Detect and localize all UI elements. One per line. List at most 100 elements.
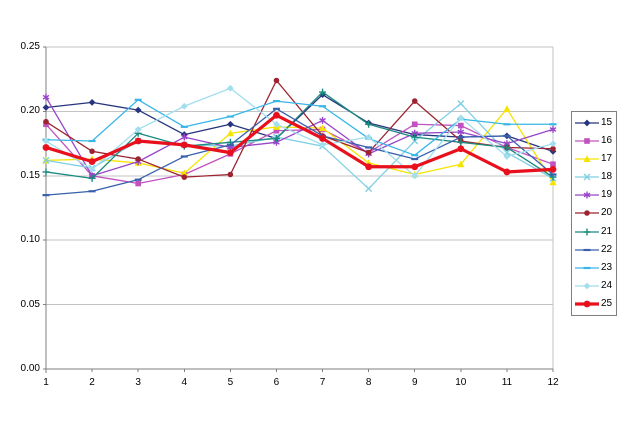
legend-key-icon <box>575 119 599 127</box>
legend-item-22[interactable]: 22 <box>574 241 615 258</box>
marker-diamond <box>503 153 511 160</box>
legend-item-label: 23 <box>601 261 613 273</box>
marker-circle <box>135 156 141 162</box>
legend-item-25[interactable]: 25 <box>574 295 615 312</box>
legend-item-label: 18 <box>601 171 613 183</box>
marker-circle <box>42 144 50 151</box>
legend-item-24[interactable]: 24 <box>574 277 615 294</box>
marker-square <box>411 121 418 128</box>
marker-asterisk <box>180 133 188 141</box>
marker-plus <box>272 134 280 142</box>
legend-item-label: 21 <box>601 225 613 237</box>
legend-key-icon <box>575 138 599 144</box>
marker-diamond <box>226 120 234 128</box>
marker-plus <box>503 143 511 151</box>
marker-circle <box>411 163 419 171</box>
series-20[interactable] <box>43 77 556 180</box>
series-line[interactable] <box>45 99 554 156</box>
marker-square <box>273 127 280 134</box>
marker-circle <box>457 145 465 153</box>
y-tick-label-text: 0.25 <box>20 41 40 52</box>
marker-diamond <box>180 102 188 110</box>
series-line[interactable] <box>44 113 555 174</box>
legend-item-label: 25 <box>601 297 613 309</box>
marker-circle <box>134 137 142 145</box>
x-tick-label: 10 <box>455 377 467 388</box>
marker-diamond <box>549 140 557 147</box>
marker-diamond <box>365 133 373 141</box>
marker-circle <box>180 141 188 149</box>
marker-diamond <box>226 84 234 92</box>
legend-item-20[interactable]: 20 <box>574 205 615 222</box>
x-tick-label: 11 <box>501 377 513 388</box>
marker-diamond <box>134 106 142 114</box>
marker-square <box>135 180 141 187</box>
legend-key-icon <box>575 248 599 251</box>
marker-diamond <box>411 172 419 180</box>
y-tick-label-text: 0.05 <box>20 298 40 310</box>
series-18[interactable] <box>42 100 557 193</box>
legend-key-icon <box>575 300 599 308</box>
series-22[interactable] <box>42 107 557 197</box>
series-line[interactable] <box>45 123 554 185</box>
marker-circle <box>227 171 234 178</box>
x-tick-label: 2 <box>89 377 95 388</box>
legend: 15 16 17 18 19 20 21 22 23 24 25 <box>571 111 617 316</box>
marker-triangle <box>318 124 327 132</box>
legend-item-15[interactable]: 15 <box>574 115 615 132</box>
legend-item-18[interactable]: 18 <box>574 169 615 186</box>
series-line[interactable] <box>45 87 554 177</box>
marker-asterisk <box>319 116 326 124</box>
marker-plus <box>42 168 50 176</box>
marker-diamond <box>457 114 465 122</box>
series-line[interactable] <box>45 108 554 196</box>
y-tick-label-text: 0.00 <box>20 363 40 374</box>
legend-item-label: 16 <box>601 135 613 147</box>
marker-x <box>365 185 373 193</box>
series-line[interactable] <box>45 96 554 177</box>
series-line[interactable] <box>45 91 554 180</box>
y-tick-label: 0.00 <box>0 364 40 374</box>
marker-asterisk <box>583 191 591 199</box>
y-tick-label: 0.05 <box>0 298 40 310</box>
y-tick-label-text: 0.15 <box>20 169 40 181</box>
legend-key-icon <box>575 282 599 290</box>
legend-item-label: 15 <box>601 117 613 129</box>
series-25[interactable] <box>42 111 557 176</box>
legend-item-label: 17 <box>601 153 613 165</box>
marker-diamond <box>583 119 591 127</box>
marker-x <box>42 156 50 164</box>
marker-triangle <box>457 160 465 168</box>
legend-item-16[interactable]: 16 <box>574 133 615 150</box>
marker-asterisk <box>42 93 50 101</box>
legend-item-17[interactable]: 17 <box>574 151 615 168</box>
marker-circle <box>319 135 326 142</box>
legend-key-icon <box>575 266 599 269</box>
marker-asterisk <box>549 125 557 133</box>
series-24[interactable] <box>42 84 557 180</box>
marker-diamond <box>88 98 96 106</box>
series-21[interactable] <box>42 88 557 182</box>
marker-diamond <box>42 137 50 145</box>
legend-key-icon <box>575 155 599 163</box>
legend-key-icon <box>575 228 599 235</box>
legend-item-23[interactable]: 23 <box>574 259 615 276</box>
marker-triangle <box>180 169 188 177</box>
legend-item-21[interactable]: 21 <box>574 223 615 240</box>
y-tick-label: 0.25 <box>0 42 40 52</box>
marker-plus <box>319 88 327 96</box>
y-tick-label: 0.20 <box>0 106 40 116</box>
marker-x <box>457 100 465 108</box>
series-line[interactable] <box>45 108 554 183</box>
series-line[interactable] <box>45 79 554 178</box>
marker-triangle <box>583 155 591 163</box>
x-tick-label: 7 <box>319 377 326 388</box>
marker-triangle <box>503 105 511 112</box>
marker-diamond <box>273 120 280 128</box>
legend-item-19[interactable]: 19 <box>574 187 615 204</box>
marker-circle <box>365 163 373 171</box>
marker-circle <box>549 165 557 173</box>
legend-key-icon <box>575 210 599 217</box>
